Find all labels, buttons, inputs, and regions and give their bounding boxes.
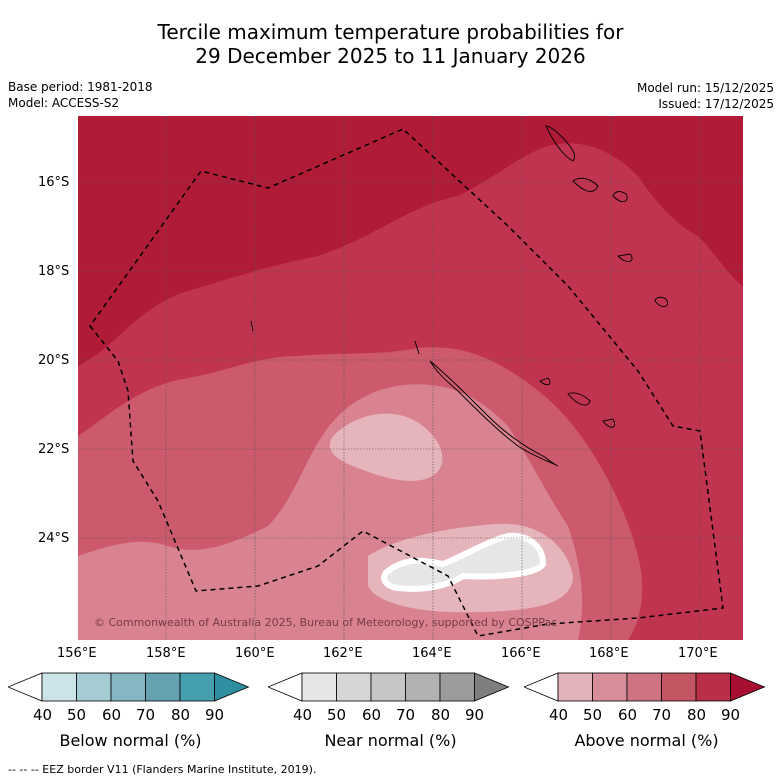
tick-label: 40 [33, 706, 53, 724]
lat-label: 18°S [38, 264, 70, 279]
lon-label: 158°E [146, 646, 186, 661]
colorbar-segment [439, 672, 475, 702]
model-run: Model run: 15/12/2025 [636, 81, 774, 95]
graticule [78, 116, 743, 640]
lon-label: 160°E [235, 646, 275, 661]
colorbar-segment [592, 672, 628, 702]
coastlines [250, 125, 668, 467]
tick-label: 70 [652, 706, 672, 724]
colorbar-extend-high [730, 672, 766, 702]
tick-label: 40 [549, 706, 569, 724]
colorbar-segment [557, 672, 593, 702]
colorbar-segment [370, 672, 406, 702]
legend-near-label: Near normal (%) [324, 731, 457, 750]
colorbar-extend-low [524, 672, 559, 702]
colorbar-extend-low [8, 672, 43, 702]
lat-label: 22°S [38, 442, 70, 457]
colorbar-segment [661, 672, 697, 702]
tick-label: 50 [327, 706, 347, 724]
colorbar-segment [626, 672, 662, 702]
colorbar-near [268, 672, 510, 702]
issued-date: Issued: 17/12/2025 [658, 97, 774, 111]
colorbar-above [524, 672, 766, 702]
lon-label: 162°E [323, 646, 363, 661]
lon-label: 156°E [57, 646, 97, 661]
eez-footnote: -- -- -- EEZ border V11 (Flanders Marine… [8, 763, 317, 776]
colorbar-segment [179, 672, 215, 702]
lat-label: 24°S [38, 531, 70, 546]
tick-label: 80 [687, 706, 707, 724]
tick-label: 50 [67, 706, 87, 724]
tick-label: 70 [396, 706, 416, 724]
lon-label: 166°E [501, 646, 541, 661]
colorbar-segment [41, 672, 77, 702]
tick-label: 40 [293, 706, 313, 724]
colorbar-segment [405, 672, 441, 702]
colorbar-segment [695, 672, 731, 702]
tick-label: 80 [171, 706, 191, 724]
legend-above-label: Above normal (%) [574, 731, 719, 750]
colorbar-segment [336, 672, 372, 702]
colorbar-segment [76, 672, 112, 702]
tick-label: 90 [721, 706, 741, 724]
colorbar-segment [110, 672, 146, 702]
model-name: Model: ACCESS-S2 [8, 96, 120, 110]
colorbar-extend-high [474, 672, 510, 702]
base-period: Base period: 1981-2018 [8, 80, 153, 94]
tick-label: 80 [431, 706, 451, 724]
lat-label: 20°S [38, 353, 70, 368]
colorbar-extend-low [268, 672, 303, 702]
tick-label: 60 [362, 706, 382, 724]
tick-label: 60 [618, 706, 638, 724]
colorbar-below [8, 672, 250, 702]
map-title-line1: Tercile maximum temperature probabilitie… [157, 20, 624, 44]
probability-map: © Commonwealth of Australia 2025, Bureau… [78, 116, 743, 640]
zone-near-normal [381, 532, 547, 592]
map-title-line2: 29 December 2025 to 11 January 2026 [195, 44, 586, 68]
lon-label: 168°E [589, 646, 629, 661]
tick-label: 90 [205, 706, 225, 724]
zone-above-50 [329, 413, 443, 481]
copyright-notice: © Commonwealth of Australia 2025, Bureau… [94, 616, 557, 629]
colorbar-extend-high [214, 672, 250, 702]
lon-label: 170°E [678, 646, 718, 661]
tick-label: 90 [465, 706, 485, 724]
colorbar-segment [145, 672, 181, 702]
colorbar-segment [301, 672, 337, 702]
lat-label: 16°S [38, 175, 70, 190]
tick-label: 50 [583, 706, 603, 724]
tick-label: 70 [136, 706, 156, 724]
tick-label: 60 [102, 706, 122, 724]
lon-label: 164°E [412, 646, 452, 661]
legend-below-label: Below normal (%) [59, 731, 202, 750]
